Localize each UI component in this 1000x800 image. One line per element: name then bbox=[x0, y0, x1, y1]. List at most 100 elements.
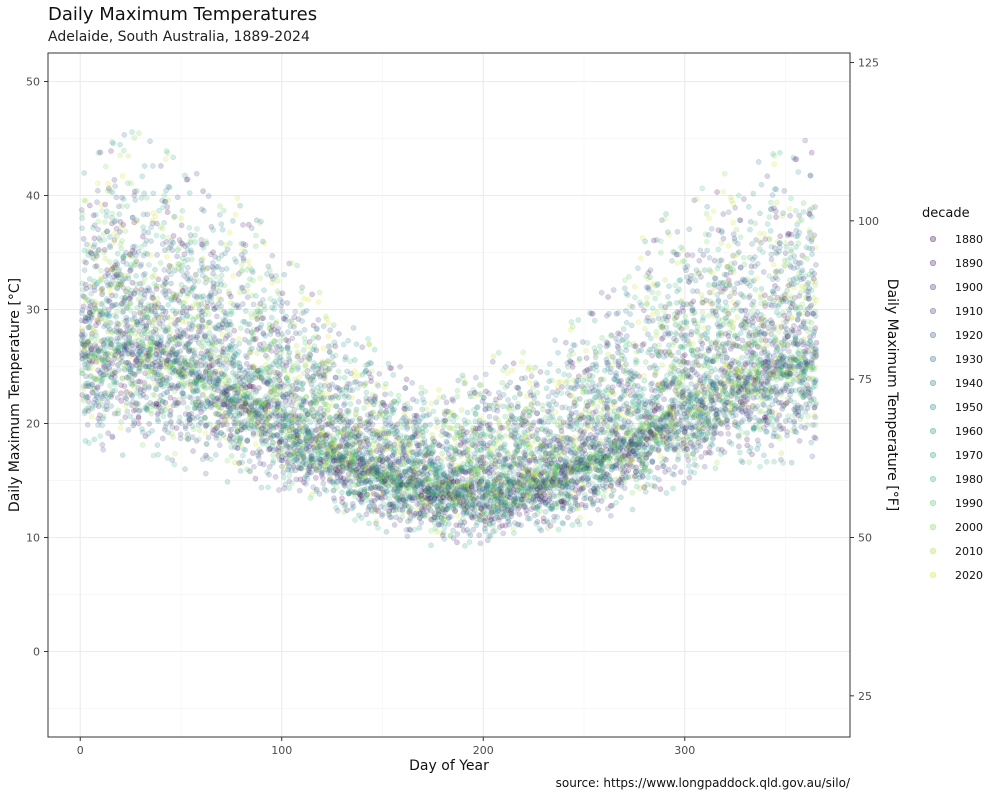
data-point bbox=[164, 253, 170, 260]
data-point bbox=[223, 310, 229, 317]
data-point bbox=[300, 380, 307, 387]
data-point bbox=[84, 351, 91, 357]
data-point bbox=[176, 414, 183, 421]
data-point bbox=[114, 261, 121, 268]
data-point bbox=[117, 141, 123, 148]
data-point bbox=[279, 299, 286, 305]
data-point bbox=[102, 163, 109, 170]
data-point bbox=[86, 305, 92, 312]
data-point bbox=[116, 228, 123, 235]
data-point bbox=[297, 301, 304, 308]
data-point bbox=[85, 380, 92, 386]
data-point bbox=[440, 394, 447, 400]
data-point bbox=[421, 437, 428, 444]
data-point bbox=[235, 348, 242, 355]
data-point bbox=[78, 326, 85, 332]
data-point bbox=[434, 424, 440, 431]
data-point bbox=[82, 408, 88, 414]
data-point bbox=[280, 474, 287, 481]
data-point bbox=[85, 364, 91, 371]
data-point bbox=[294, 366, 301, 373]
data-point bbox=[341, 402, 347, 408]
data-point bbox=[430, 448, 437, 455]
data-point bbox=[114, 308, 120, 315]
data-point bbox=[256, 385, 262, 391]
data-point bbox=[418, 519, 425, 526]
data-point bbox=[81, 342, 87, 349]
data-point bbox=[160, 233, 166, 240]
data-point bbox=[87, 284, 94, 290]
data-point bbox=[286, 349, 293, 356]
data-point bbox=[200, 188, 206, 195]
data-point bbox=[224, 327, 231, 333]
data-point bbox=[89, 389, 95, 396]
data-point bbox=[240, 452, 246, 459]
data-point bbox=[89, 281, 95, 287]
data-point bbox=[234, 195, 241, 201]
data-point bbox=[210, 249, 216, 255]
data-point bbox=[171, 461, 178, 468]
data-point bbox=[320, 480, 327, 487]
data-point bbox=[95, 218, 102, 225]
data-point bbox=[85, 352, 92, 359]
data-point bbox=[87, 249, 94, 256]
data-point bbox=[83, 380, 90, 387]
data-point bbox=[102, 201, 109, 208]
data-point bbox=[200, 255, 206, 262]
data-point bbox=[107, 234, 113, 240]
data-point bbox=[122, 414, 129, 421]
data-point bbox=[89, 312, 95, 318]
data-point bbox=[247, 468, 253, 475]
data-point bbox=[81, 267, 88, 273]
data-point bbox=[349, 387, 356, 393]
data-point bbox=[79, 280, 86, 287]
data-point bbox=[99, 441, 106, 448]
data-point bbox=[123, 395, 130, 402]
data-point bbox=[105, 180, 112, 187]
data-point bbox=[141, 275, 148, 282]
data-point bbox=[211, 353, 217, 359]
data-point bbox=[383, 528, 390, 535]
data-point bbox=[336, 374, 343, 381]
data-point bbox=[80, 395, 87, 401]
data-point bbox=[242, 447, 249, 453]
data-point bbox=[174, 194, 181, 201]
data-point bbox=[326, 365, 333, 372]
data-point bbox=[117, 390, 124, 397]
data-point bbox=[152, 213, 159, 220]
data-point bbox=[182, 466, 188, 472]
data-point bbox=[127, 300, 134, 307]
data-point bbox=[122, 228, 129, 234]
data-point bbox=[125, 317, 131, 323]
data-point bbox=[353, 341, 360, 348]
data-point bbox=[82, 318, 89, 325]
data-point bbox=[218, 272, 225, 279]
data-point bbox=[228, 308, 234, 314]
data-point bbox=[112, 387, 118, 394]
data-point bbox=[79, 340, 86, 347]
data-point bbox=[253, 389, 259, 396]
data-point bbox=[279, 308, 285, 315]
data-point bbox=[81, 197, 87, 204]
data-point bbox=[83, 297, 89, 304]
data-point bbox=[324, 407, 331, 414]
data-point bbox=[246, 458, 253, 464]
data-point bbox=[111, 177, 118, 183]
data-point bbox=[303, 394, 309, 400]
data-point bbox=[79, 355, 86, 362]
data-point bbox=[159, 435, 166, 442]
data-point bbox=[114, 250, 121, 257]
data-point bbox=[184, 270, 190, 277]
data-point bbox=[320, 323, 327, 329]
data-point bbox=[87, 242, 93, 249]
data-point bbox=[198, 328, 204, 335]
data-point bbox=[119, 173, 126, 179]
data-point bbox=[99, 285, 105, 292]
data-point bbox=[79, 210, 86, 217]
data-point bbox=[350, 325, 357, 331]
data-point bbox=[340, 341, 347, 348]
data-point bbox=[88, 350, 95, 357]
data-point bbox=[450, 535, 457, 541]
data-point bbox=[86, 337, 92, 343]
data-point bbox=[121, 132, 128, 138]
